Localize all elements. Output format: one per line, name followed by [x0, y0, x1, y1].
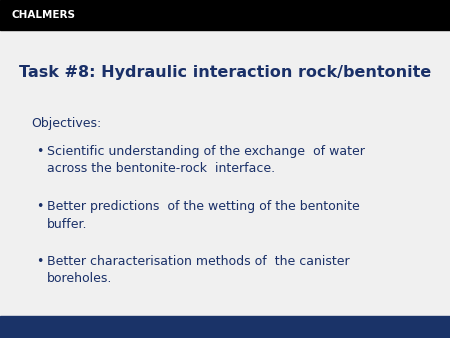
- Text: Objectives:: Objectives:: [32, 117, 102, 130]
- Text: •: •: [36, 255, 43, 268]
- Bar: [0, 0, 450, 30]
- Bar: [0, 316, 450, 338]
- Text: •: •: [36, 200, 43, 213]
- Text: •: •: [36, 145, 43, 158]
- Text: CHALMERS: CHALMERS: [12, 10, 76, 20]
- Text: Better predictions  of the wetting of the bentonite
buffer.: Better predictions of the wetting of the…: [47, 200, 360, 231]
- Text: Scientific understanding of the exchange  of water
across the bentonite-rock  in: Scientific understanding of the exchange…: [47, 145, 365, 175]
- Text: Task #8: Hydraulic interaction rock/bentonite: Task #8: Hydraulic interaction rock/bent…: [19, 65, 431, 79]
- Text: Better characterisation methods of  the canister
boreholes.: Better characterisation methods of the c…: [47, 255, 350, 286]
